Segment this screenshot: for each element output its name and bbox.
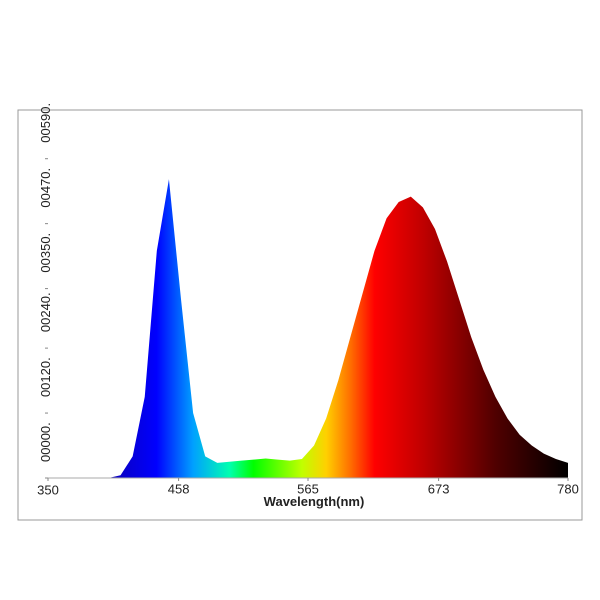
- y-tick-label: 00350.: [38, 233, 53, 273]
- y-tick-label: 00240.: [38, 292, 53, 332]
- spectrum-area: [108, 179, 568, 479]
- x-tick-label: 673: [428, 482, 450, 497]
- y-tick-label: 00470.: [38, 168, 53, 208]
- y-tick-label: 00590.: [38, 103, 53, 143]
- x-axis-label: Wavelength(nm): [264, 494, 365, 509]
- y-tick-label: 00000.: [38, 422, 53, 462]
- x-tick-label: 780: [557, 482, 579, 497]
- x-tick-label: 458: [168, 482, 190, 497]
- x-tick-label: 350: [37, 483, 59, 498]
- frame: [17, 109, 583, 521]
- x-tick-label: 565: [297, 482, 319, 497]
- y-tick-label: 00120.: [38, 357, 53, 397]
